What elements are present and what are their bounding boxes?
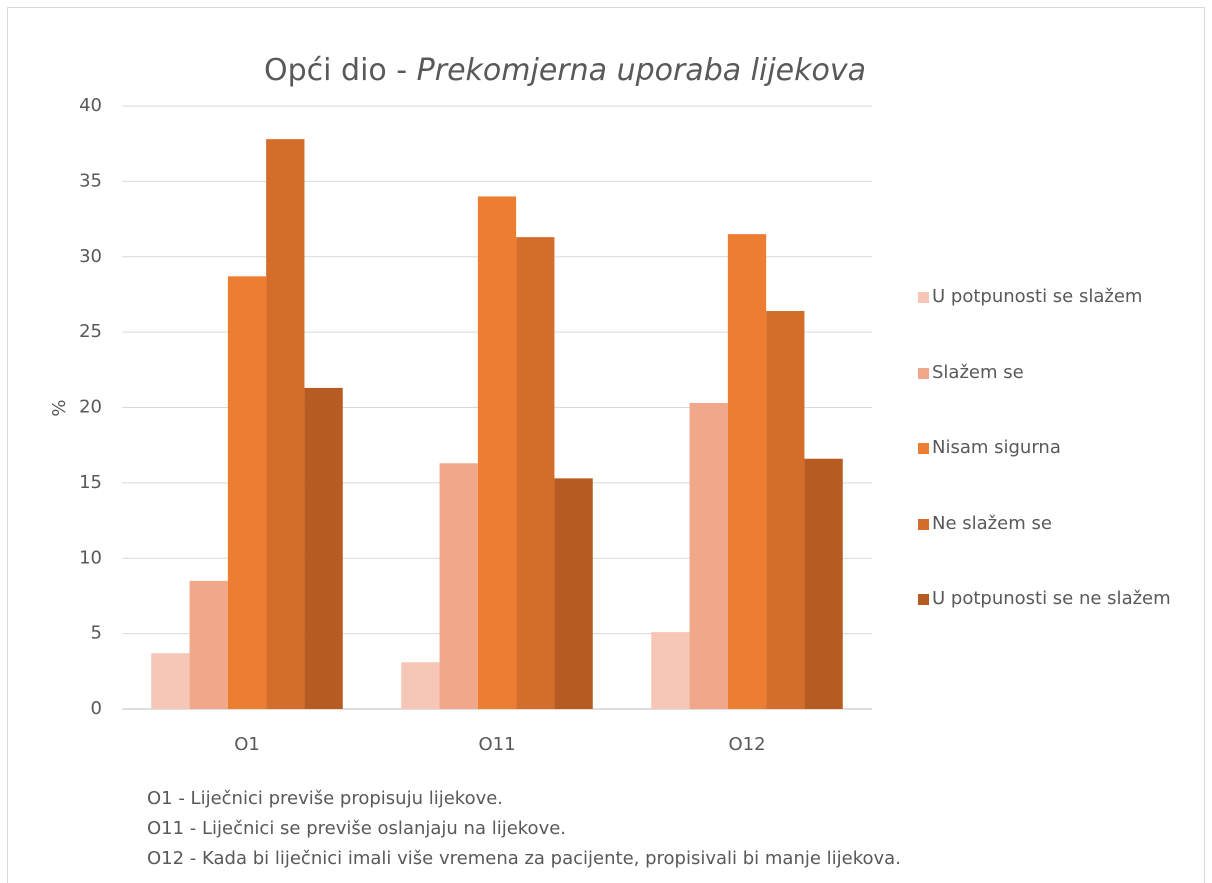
legend-swatch <box>918 367 929 379</box>
legend-swatch <box>918 292 929 303</box>
bar <box>554 478 593 709</box>
bar <box>516 237 555 709</box>
bar <box>401 662 440 709</box>
bar <box>227 276 267 709</box>
bar <box>439 463 478 709</box>
bar <box>689 402 728 709</box>
footnote: O1 - Liječnici previše propisuju lijekov… <box>147 788 503 809</box>
bar <box>477 196 517 709</box>
legend-label: U potpunosti se ne slažem <box>932 588 1171 609</box>
y-axis-label: % <box>49 399 70 416</box>
bar <box>266 139 305 710</box>
chart-title: Opći dio - Prekomjerna uporaba lijekova <box>264 53 866 88</box>
x-tick-label: O11 <box>478 734 515 755</box>
y-tick-label: 30 <box>79 246 102 267</box>
bar <box>651 632 690 709</box>
y-tick-label: 25 <box>79 321 102 342</box>
y-tick-label: 10 <box>79 547 102 568</box>
y-tick-label: 5 <box>91 623 102 644</box>
bar <box>727 234 767 709</box>
x-tick-label: O12 <box>728 734 765 755</box>
legend-label: U potpunosti se slažem <box>932 286 1143 307</box>
x-tick-label: O1 <box>234 734 260 755</box>
bar <box>804 458 843 709</box>
legend-swatch <box>918 594 929 605</box>
chart-border <box>7 7 1205 883</box>
y-tick-label: 15 <box>79 472 102 493</box>
title-main: Opći dio - <box>264 53 417 88</box>
legend-swatch <box>918 518 929 530</box>
bar <box>304 387 343 709</box>
y-tick-label: 0 <box>91 698 102 719</box>
legend-label: Nisam sigurna <box>932 437 1061 458</box>
y-tick-label: 40 <box>79 95 102 116</box>
title-italic: Prekomjerna uporaba lijekova <box>417 53 866 88</box>
bar <box>189 580 228 709</box>
legend-swatch <box>918 443 929 454</box>
y-tick-label: 35 <box>79 170 102 191</box>
y-tick-label: 20 <box>79 397 102 418</box>
bar <box>151 653 190 709</box>
legend-label: Ne slažem se <box>932 512 1052 534</box>
bar <box>766 311 805 709</box>
legend-label: Slažem se <box>932 361 1024 383</box>
footnote: O11 - Liječnici se previše oslanjaju na … <box>147 818 566 839</box>
footnote: O12 - Kada bi liječnici imali više vreme… <box>147 848 901 869</box>
